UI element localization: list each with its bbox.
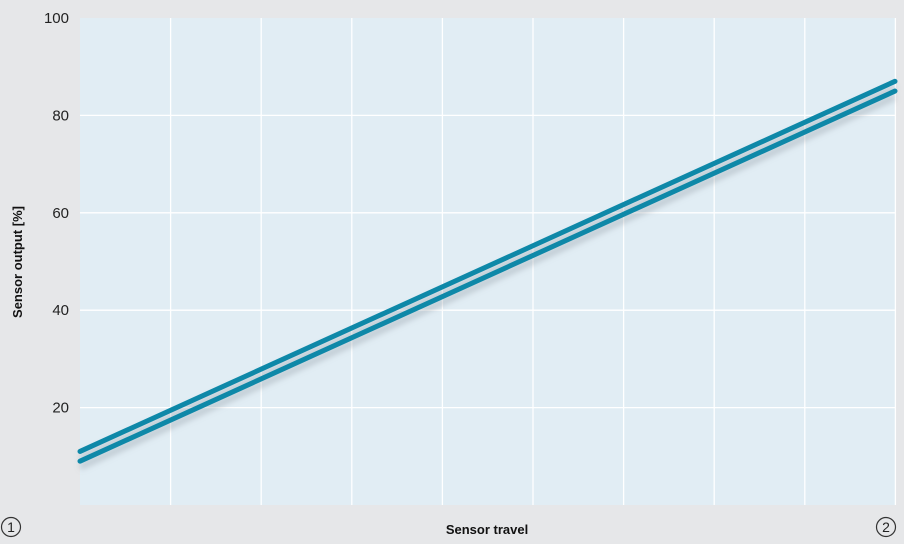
- plot-area: [80, 18, 895, 505]
- series-line-1: [77, 78, 898, 454]
- y-tick-labels: 20 40 60 80 100: [44, 10, 69, 417]
- x-end-marker: 2: [875, 516, 897, 538]
- y-axis-title: Sensor output [%]: [10, 206, 25, 318]
- series-lines: [77, 78, 898, 464]
- y-tick-label: 60: [52, 205, 69, 222]
- series-line-2: [77, 88, 898, 464]
- x-start-marker-circle: [0, 516, 22, 538]
- line-shadows: [78, 84, 897, 470]
- x-end-marker-label: 2: [882, 519, 890, 535]
- x-start-marker-label: 1: [7, 519, 15, 535]
- x-axis-title: Sensor travel: [446, 522, 528, 537]
- series-line-shadow: [78, 84, 897, 461]
- x-end-marker-circle: [875, 516, 897, 538]
- y-tick-label: 20: [52, 400, 69, 417]
- y-tick-label: 100: [44, 10, 69, 27]
- x-start-marker: 1: [0, 516, 22, 538]
- y-tick-label: 40: [52, 302, 69, 319]
- series-line-shadow: [78, 94, 897, 470]
- y-tick-label: 80: [52, 107, 69, 124]
